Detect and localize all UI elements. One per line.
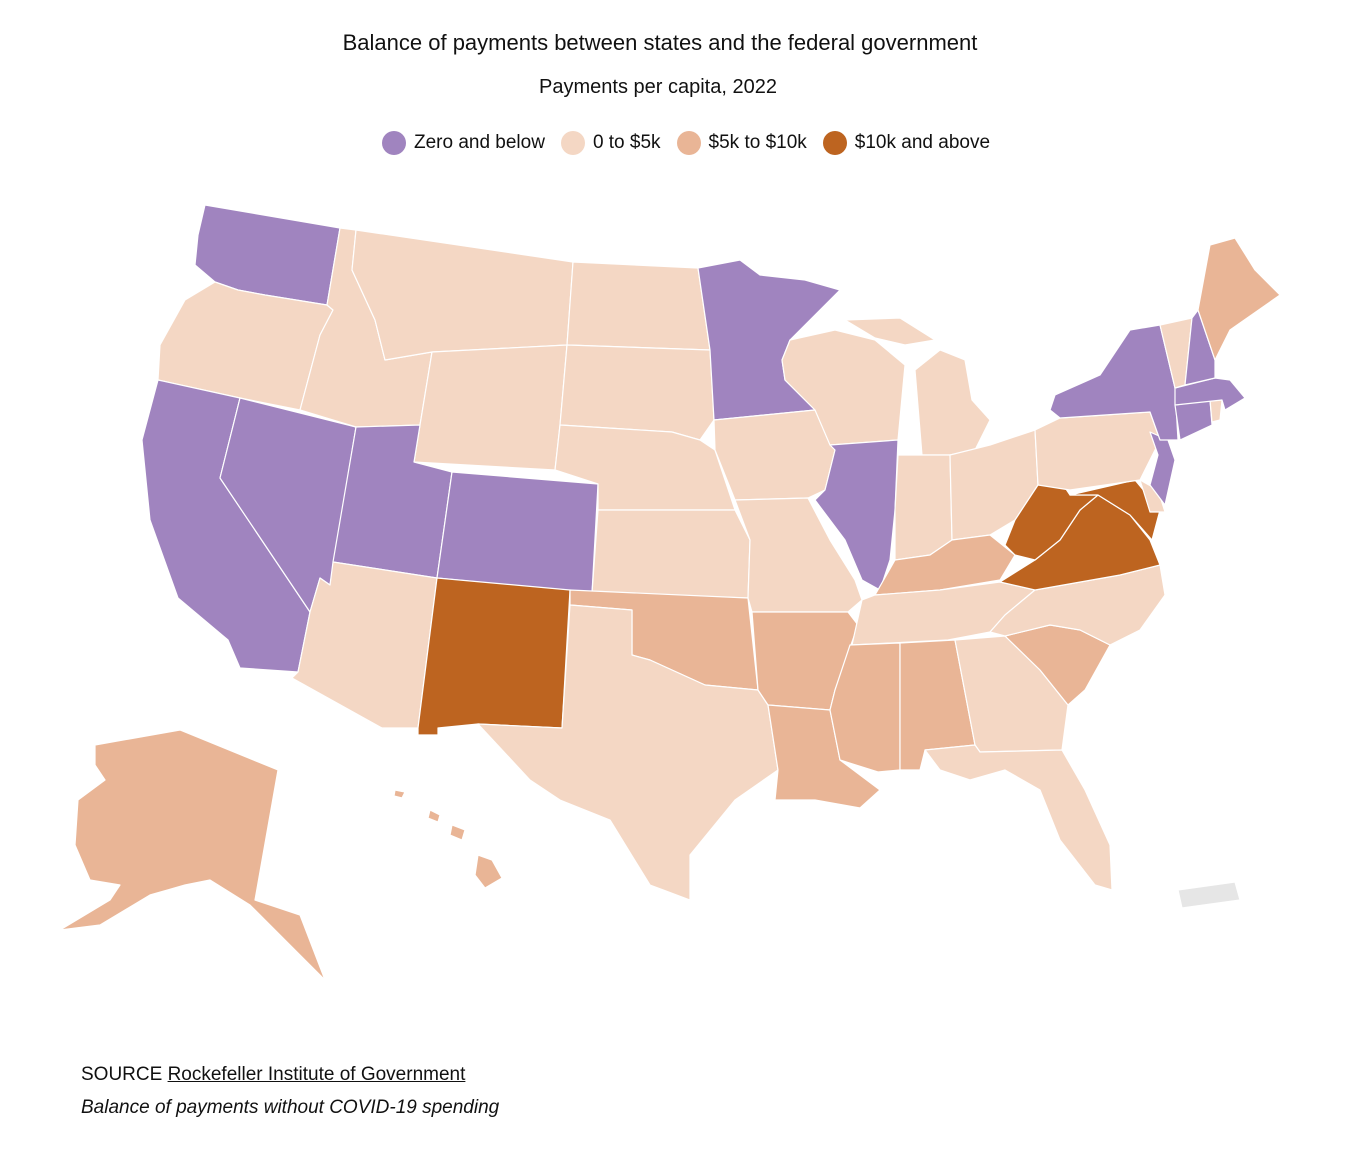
source-line: SOURCE Rockefeller Institute of Governme…: [81, 1064, 465, 1086]
legend-swatch: [822, 131, 847, 155]
state-CT[interactable]: [1174, 399, 1213, 441]
state-IA[interactable]: [713, 409, 836, 501]
state-NM[interactable]: [417, 577, 571, 736]
legend-item-5k-to-10k: $5k to $10k: [676, 131, 807, 155]
legend-swatch: [381, 131, 406, 155]
legend-label: Zero and below: [413, 132, 545, 153]
legend-item-zero-and-below: Zero and below: [381, 131, 545, 155]
state-NC[interactable]: [989, 564, 1166, 646]
legend-swatch: [676, 131, 701, 155]
legend-label: 0 to $5k: [592, 132, 661, 153]
state-IN[interactable]: [894, 454, 953, 561]
state-HI[interactable]: [393, 789, 503, 889]
state-NY[interactable]: [1049, 324, 1179, 441]
state-WY[interactable]: [413, 344, 568, 471]
state-RI[interactable]: [1209, 399, 1223, 423]
state-TX[interactable]: [477, 604, 779, 901]
state-AK[interactable]: [59, 729, 326, 981]
state-MO[interactable]: [734, 497, 863, 613]
state-ME[interactable]: [1197, 237, 1281, 361]
legend-label: $10k and above: [854, 132, 991, 153]
state-MT[interactable]: [351, 229, 574, 361]
source-prefix: SOURCE: [81, 1064, 163, 1085]
state-CO[interactable]: [436, 471, 599, 594]
legend-swatch: [560, 131, 585, 155]
territory-PR: [1177, 881, 1241, 909]
state-PA[interactable]: [1034, 411, 1161, 491]
legend-item-0-to-5k: 0 to $5k: [560, 131, 661, 155]
legend-item-10k-and-above: $10k and above: [822, 131, 991, 155]
chart-title: Balance of payments between states and t…: [342, 30, 978, 55]
state-NH[interactable]: [1184, 309, 1216, 386]
footnote: Balance of payments without COVID-19 spe…: [81, 1097, 500, 1118]
state-MA[interactable]: [1174, 377, 1246, 411]
chart-subtitle: Payments per capita, 2022: [539, 76, 777, 98]
state-ND[interactable]: [566, 261, 711, 351]
state-KS[interactable]: [591, 509, 751, 599]
state-SD[interactable]: [559, 344, 715, 441]
source-link[interactable]: Rockefeller Institute of Government: [167, 1064, 466, 1085]
state-FL[interactable]: [924, 744, 1113, 891]
legend-label: $5k to $10k: [708, 132, 807, 153]
legend: Zero and below 0 to $5k $5k to $10k $10k…: [0, 131, 1362, 155]
